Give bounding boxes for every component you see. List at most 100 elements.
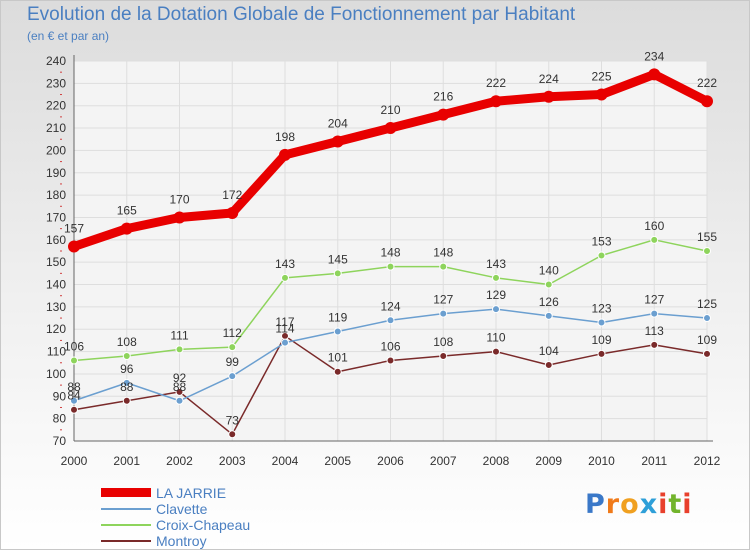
data-point-la-jarrie	[437, 108, 450, 121]
data-point-la-jarrie	[68, 240, 80, 253]
data-point-clavette	[333, 327, 342, 336]
data-label-montroy: 73	[226, 413, 240, 427]
data-label-clavette: 129	[486, 288, 506, 302]
data-label-montroy: 101	[328, 351, 348, 365]
x-tick-label: 2000	[61, 454, 88, 468]
data-label-montroy: 108	[433, 335, 453, 349]
data-point-montroy	[175, 387, 184, 396]
x-tick-label: 2002	[166, 454, 193, 468]
y-tick-label: 150	[46, 255, 66, 269]
data-point-la-jarrie	[384, 122, 397, 135]
data-point-la-jarrie	[173, 211, 186, 224]
data-label-clavette: 126	[539, 295, 559, 309]
logo-letter: i	[682, 489, 693, 520]
logo-letter: i	[658, 489, 669, 520]
data-point-montroy	[122, 396, 131, 405]
data-point-la-jarrie	[226, 207, 239, 219]
data-label-montroy: 92	[173, 371, 187, 385]
y-tick-label: 220	[46, 99, 66, 113]
data-point-montroy	[333, 367, 342, 376]
y-tick-label: 190	[46, 166, 66, 180]
data-point-clavette	[703, 314, 711, 323]
data-label-montroy: 104	[539, 344, 559, 358]
data-label-la-jarrie: 157	[64, 222, 84, 236]
y-tick-label: 130	[46, 300, 66, 314]
x-tick-label: 2008	[483, 454, 510, 468]
x-tick-label: 2005	[324, 454, 351, 468]
x-tick-label: 2010	[588, 454, 615, 468]
data-point-clavette	[439, 309, 448, 318]
data-point-montroy	[650, 340, 659, 349]
data-point-la-jarrie	[701, 95, 713, 108]
data-point-croix-chapeau	[492, 273, 500, 282]
data-point-montroy	[492, 347, 500, 356]
data-point-clavette	[650, 309, 659, 318]
data-label-croix-chapeau: 155	[697, 230, 717, 244]
data-label-montroy: 109	[591, 333, 611, 347]
data-label-montroy: 113	[645, 324, 664, 338]
data-label-croix-chapeau: 143	[486, 257, 506, 271]
data-label-croix-chapeau: 153	[591, 234, 611, 248]
data-label-montroy: 109	[697, 333, 717, 347]
data-label-la-jarrie: 222	[697, 76, 717, 90]
y-tick-label: 120	[46, 322, 66, 336]
data-label-clavette: 127	[433, 293, 453, 307]
data-label-la-jarrie: 222	[486, 76, 506, 90]
data-label-la-jarrie: 198	[275, 130, 295, 144]
legend-swatch-clavette	[101, 508, 151, 510]
data-label-croix-chapeau: 148	[380, 246, 400, 260]
data-point-croix-chapeau	[122, 352, 131, 361]
logo-letter: x	[639, 489, 659, 520]
data-label-clavette: 88	[67, 380, 81, 394]
data-point-la-jarrie	[331, 135, 344, 148]
data-label-croix-chapeau: 148	[433, 246, 453, 260]
x-tick-label: 2011	[641, 454, 667, 468]
data-point-la-jarrie	[490, 95, 502, 108]
x-tick-label: 2004	[272, 454, 299, 468]
y-tick-label: 80	[53, 412, 67, 426]
y-tick-label: 230	[46, 76, 66, 90]
y-tick-label: 90	[53, 389, 67, 403]
data-point-la-jarrie	[120, 222, 133, 235]
data-point-montroy	[597, 349, 606, 358]
chart-title: Evolution de la Dotation Globale de Fonc…	[27, 4, 576, 25]
data-label-la-jarrie: 170	[169, 192, 189, 206]
y-tick-label: 100	[46, 367, 66, 381]
data-label-clavette: 124	[380, 299, 400, 313]
data-label-clavette: 123	[591, 302, 611, 316]
data-label-la-jarrie: 172	[222, 188, 242, 202]
data-point-clavette	[386, 316, 395, 325]
data-label-clavette: 127	[644, 293, 664, 307]
data-label-clavette: 96	[120, 362, 134, 376]
y-tick-label: 210	[46, 121, 66, 135]
x-tick-label: 2006	[377, 454, 404, 468]
legend-swatch-la-jarrie	[101, 488, 151, 497]
data-point-croix-chapeau	[544, 280, 553, 289]
data-label-la-jarrie: 165	[117, 204, 137, 218]
y-tick-label: 70	[53, 434, 67, 448]
data-label-croix-chapeau: 112	[223, 326, 242, 340]
data-label-croix-chapeau: 106	[64, 340, 84, 354]
y-tick-label: 170	[46, 210, 66, 224]
data-label-montroy: 84	[67, 389, 81, 403]
data-point-croix-chapeau	[597, 251, 606, 260]
y-tick-label: 110	[47, 345, 66, 359]
data-point-montroy	[386, 356, 395, 365]
data-label-croix-chapeau: 108	[117, 335, 137, 349]
x-tick-label: 2007	[430, 454, 457, 468]
data-label-clavette: 119	[328, 310, 347, 324]
data-label-clavette: 125	[697, 297, 717, 311]
data-point-clavette	[492, 305, 500, 314]
data-point-croix-chapeau	[650, 235, 659, 244]
legend-label-la-jarrie: LA JARRIE	[156, 485, 227, 501]
data-point-montroy	[544, 361, 553, 369]
data-label-la-jarrie: 234	[644, 49, 664, 63]
y-tick-label: 140	[46, 278, 66, 292]
x-tick-label: 2003	[219, 454, 246, 468]
legend-swatch-croix-chapeau	[101, 524, 151, 526]
y-tick-label: 180	[46, 188, 66, 202]
data-label-clavette: 88	[173, 380, 187, 394]
x-tick-label: 2001	[113, 454, 140, 468]
data-point-montroy	[70, 405, 78, 414]
